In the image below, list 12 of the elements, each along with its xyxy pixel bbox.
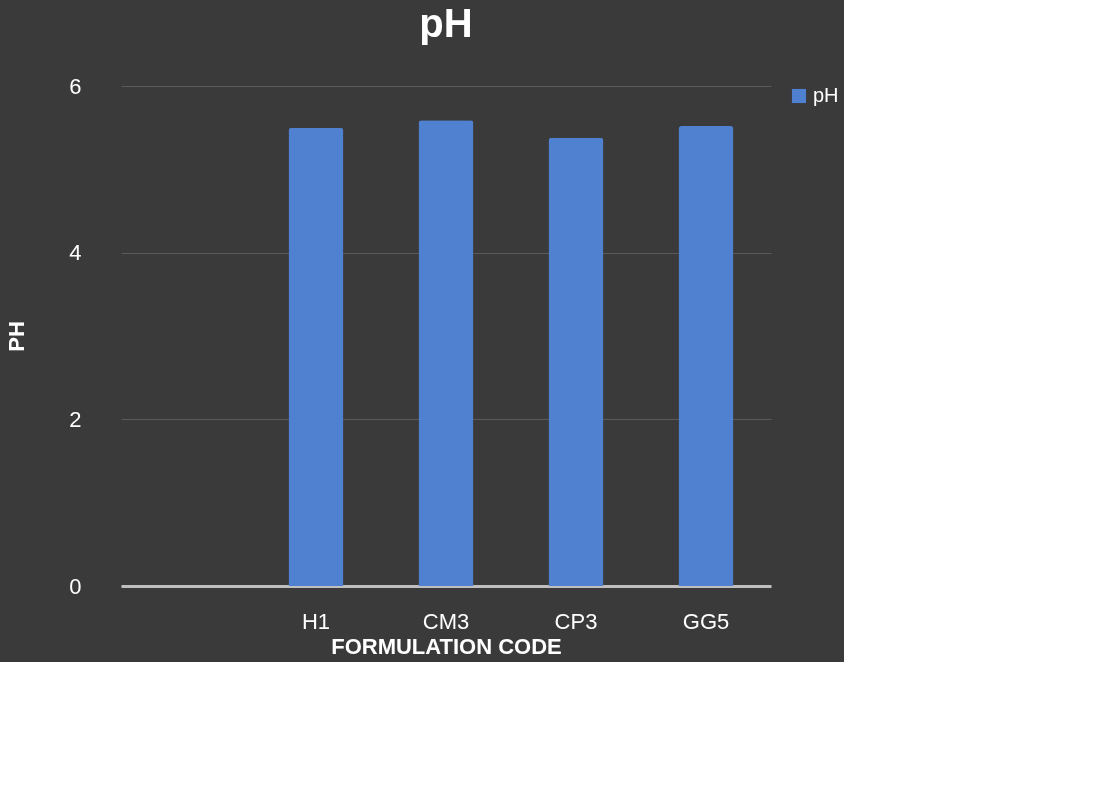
y-tick-label: 6 [69,73,82,99]
chart-title: pH [419,1,473,45]
y-tick-label: 0 [69,573,82,599]
legend-label: pH [813,84,839,106]
y-tick-label: 4 [69,240,82,266]
x-tick-label: GG5 [682,608,730,634]
x-tick-label: CP3 [554,608,598,634]
x-tick-label: CM3 [422,608,470,634]
x-axis-title: FORMULATION CODE [331,633,562,659]
y-axis-title: PH [4,321,30,352]
x-tick-label: H1 [301,608,331,634]
y-tick-label: 2 [69,406,82,432]
